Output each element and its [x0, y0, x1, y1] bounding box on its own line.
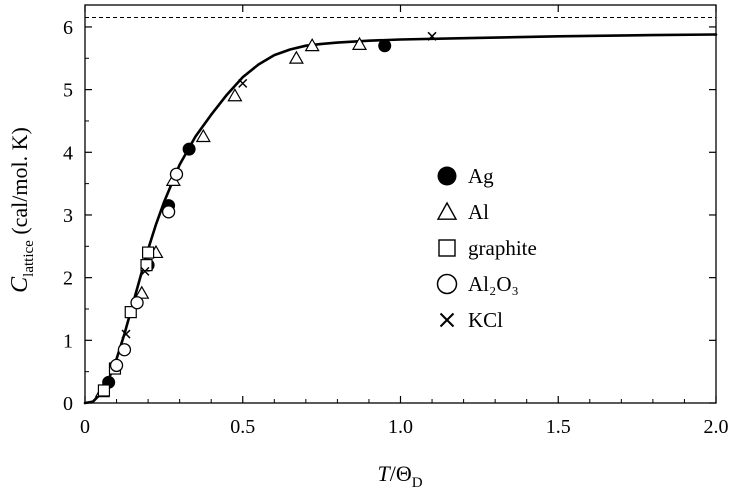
- point-al-o-: [109, 358, 124, 373]
- legend-marker-ag: [437, 166, 457, 186]
- y-tick-label: 6: [63, 17, 73, 39]
- point-al: [227, 88, 243, 102]
- point-al: [351, 36, 368, 50]
- x-axis-sub: D: [412, 475, 423, 490]
- x-axis-ticks: 0 0.5 1.0 1.5 2.0: [80, 5, 729, 438]
- y-tick-label: 4: [63, 142, 73, 164]
- point-kcl: [427, 31, 437, 41]
- point-al-o-: [117, 343, 132, 357]
- point-graphite: [97, 384, 111, 397]
- legend-marker-graphite: [438, 239, 456, 257]
- y-axis-ticks: 0 1 2 3 4 5 6: [63, 17, 716, 415]
- y-tick-label: 3: [63, 205, 73, 227]
- x-axis-sep: /: [390, 461, 397, 486]
- point-graphite: [142, 246, 155, 259]
- legend: Ag Al graphite Al₂O₃ KCl: [436, 164, 537, 332]
- fit-curve: [83, 33, 718, 405]
- y-tick-label: 1: [63, 330, 73, 352]
- plot-frame: [84, 4, 717, 404]
- legend-label: Al: [468, 200, 489, 224]
- x-tick-label: 0.5: [230, 416, 255, 438]
- x-axis-theta: Θ: [396, 461, 412, 486]
- x-tick-label: 1.0: [388, 416, 413, 438]
- legend-label: KCl: [468, 308, 503, 332]
- point-al: [288, 50, 304, 64]
- legend-marker-al2o3: [436, 273, 458, 295]
- point-kcl: [140, 266, 150, 276]
- point-al-o-: [130, 296, 144, 310]
- point-kcl: [121, 329, 131, 339]
- point-ag: [378, 39, 392, 53]
- y-axis-var: C: [7, 276, 33, 293]
- legend-label: graphite: [468, 236, 537, 260]
- legend-marker-al: [436, 201, 458, 220]
- x-tick-label: 0: [80, 416, 90, 438]
- legend-marker-kcl: [439, 312, 455, 328]
- y-axis-label: Clattice (cal/mol. K): [7, 127, 37, 293]
- point-al-o-: [169, 167, 184, 181]
- point-al: [195, 128, 211, 143]
- data-points: [94, 31, 437, 398]
- x-axis-var: T: [377, 461, 391, 486]
- point-al: [304, 38, 320, 52]
- point-al-o-: [161, 205, 176, 219]
- x-axis-label: T/ΘD: [377, 461, 422, 490]
- legend-label: Al₂O₃: [468, 272, 519, 296]
- x-tick-label: 1.5: [546, 416, 571, 438]
- point-graphite: [124, 306, 137, 319]
- y-axis-sub: lattice: [21, 240, 37, 277]
- x-tick-label: 2.0: [704, 416, 729, 438]
- y-tick-label: 5: [63, 80, 73, 102]
- point-ag: [182, 142, 196, 156]
- point-kcl: [238, 78, 248, 88]
- y-axis-unit: (cal/mol. K): [7, 127, 32, 240]
- y-tick-label: 2: [63, 268, 73, 290]
- legend-label: Ag: [468, 164, 494, 188]
- y-tick-label: 0: [63, 393, 73, 415]
- plot-frame-group: [84, 4, 717, 404]
